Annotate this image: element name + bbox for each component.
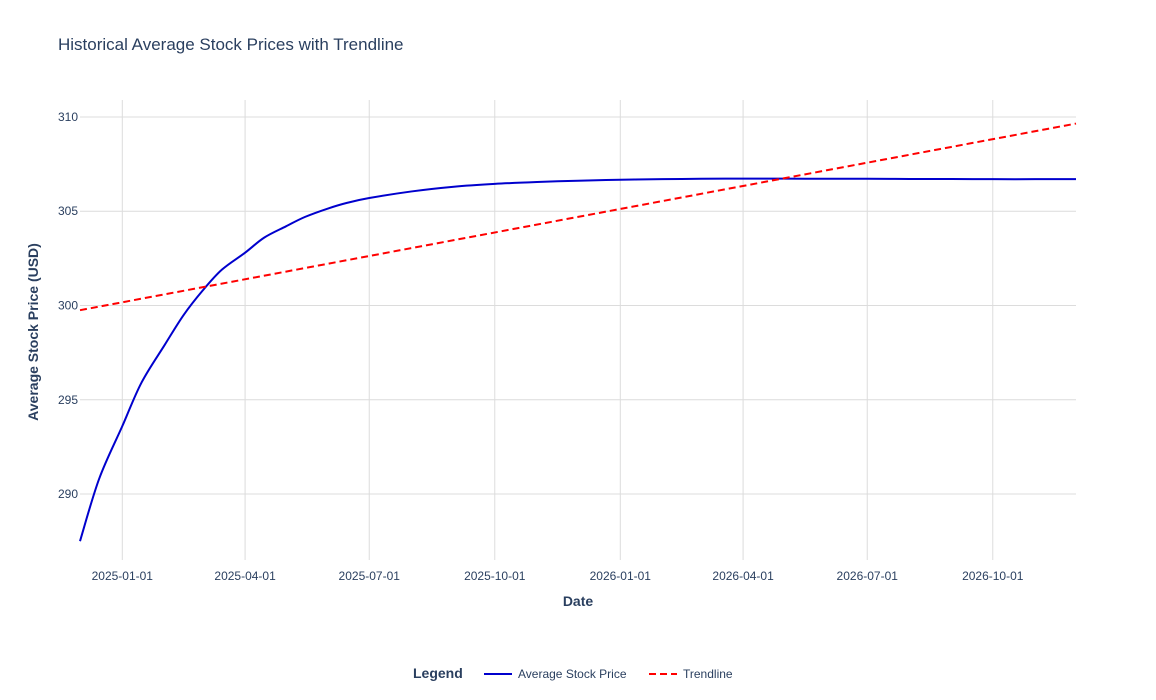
y-axis-title: Average Stock Price (USD): [25, 243, 41, 421]
x-tick-label: 2026-04-01: [712, 569, 774, 583]
y-tick-label: 300: [58, 298, 78, 312]
chart-title: Historical Average Stock Prices with Tre…: [58, 35, 404, 54]
legend-label-trendline[interactable]: Trendline: [683, 667, 733, 681]
y-tick-label: 310: [58, 110, 78, 124]
x-tick-label: 2026-01-01: [590, 569, 652, 583]
x-tick-label: 2025-07-01: [339, 569, 401, 583]
y-tick-label: 295: [58, 393, 78, 407]
plot-area: [79, 122, 1077, 542]
grid-lines: [80, 100, 1076, 560]
legend: Legend Average Stock Price Trendline: [413, 665, 733, 681]
y-tick-label: 290: [58, 487, 78, 501]
y-tick-label: 305: [58, 204, 78, 218]
x-tick-label: 2026-10-01: [962, 569, 1024, 583]
x-tick-label: 2026-07-01: [837, 569, 899, 583]
series-line-average-stock-price[interactable]: [79, 177, 1076, 542]
axis-ticks: 2025-01-01 2025-04-01 2025-07-01 2025-10-01…: [58, 110, 1024, 583]
x-axis-title: Date: [563, 593, 594, 609]
x-tick-label: 2025-10-01: [464, 569, 526, 583]
x-tick-label: 2025-01-01: [92, 569, 154, 583]
legend-title: Legend: [413, 665, 463, 681]
x-tick-label: 2025-04-01: [214, 569, 276, 583]
legend-label-average-stock-price[interactable]: Average Stock Price: [518, 667, 627, 681]
series-line-trendline[interactable]: [79, 122, 1077, 312]
